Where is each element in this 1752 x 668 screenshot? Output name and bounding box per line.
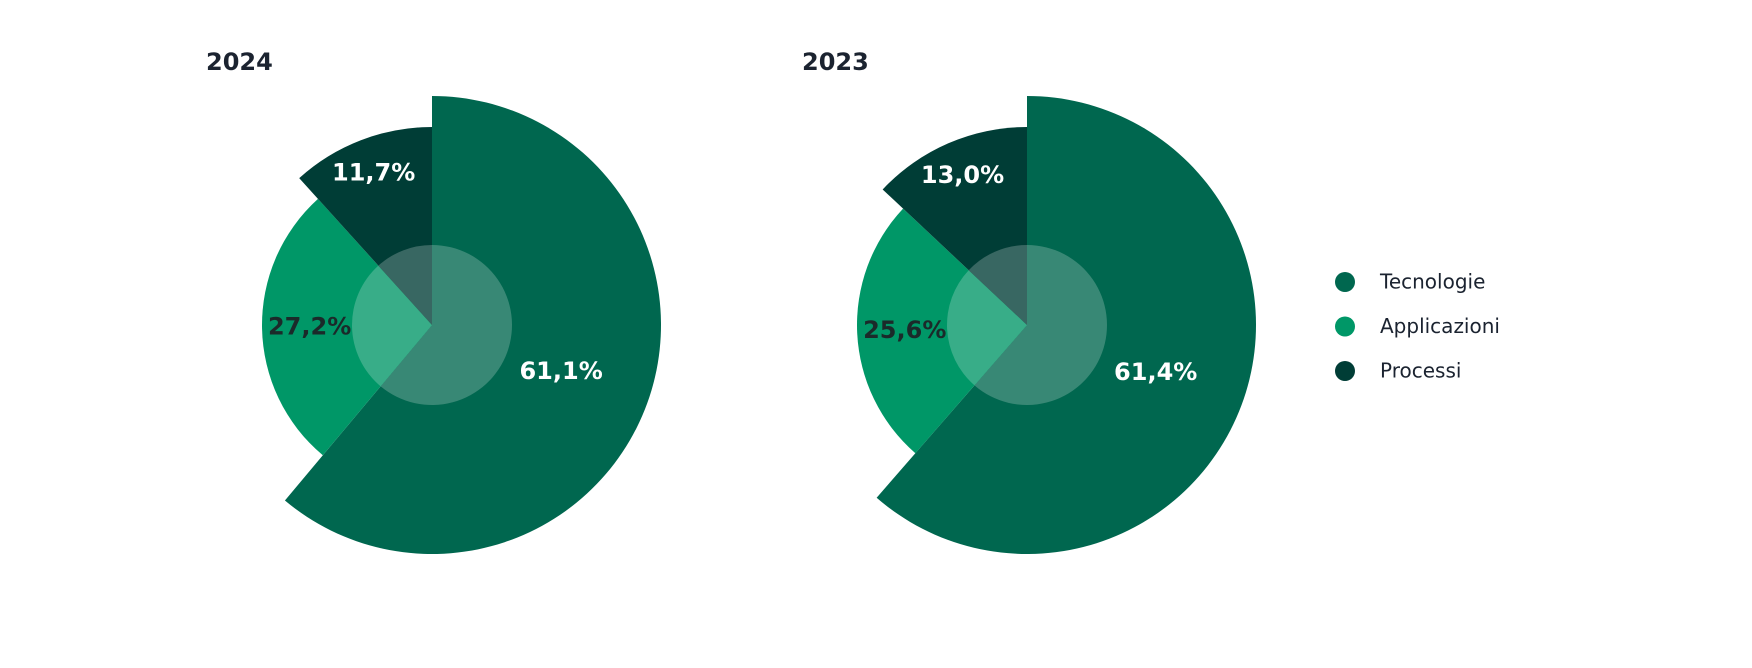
legend-label: Processi	[1380, 359, 1461, 383]
value-label: 61,4%	[1114, 358, 1197, 386]
pie-slice	[261, 198, 432, 456]
chart-title: 2024	[206, 48, 273, 76]
value-label: 13,0%	[921, 161, 1004, 189]
pie-slice-highlight	[378, 245, 432, 325]
value-label: 11,7%	[332, 158, 415, 186]
pie-slice	[856, 208, 1027, 454]
pie-slice-inner	[378, 245, 432, 325]
pie-slice-highlight	[968, 245, 1027, 325]
pie-slice-inner	[351, 265, 432, 387]
pie-slice-inner	[380, 245, 513, 405]
legend-marker	[1335, 316, 1355, 337]
legend-marker	[1335, 272, 1355, 292]
value-label: 61,1%	[519, 357, 602, 385]
value-label: 25,6%	[863, 316, 946, 344]
pie-slice-highlight	[380, 245, 513, 405]
pie-slice-inner	[968, 245, 1027, 325]
legend-label: Applicazioni	[1380, 314, 1500, 338]
pie-slice-highlight	[351, 265, 432, 387]
pie-slice-highlight	[974, 245, 1107, 406]
pie-slice-inner	[946, 270, 1027, 386]
pie-slice-inner	[974, 245, 1107, 406]
chart-title: 2023	[802, 48, 869, 76]
value-label: 27,2%	[268, 312, 351, 340]
legend-label: Tecnologie	[1379, 270, 1485, 294]
pie-slice-highlight	[946, 270, 1027, 386]
legend-marker	[1335, 361, 1355, 381]
